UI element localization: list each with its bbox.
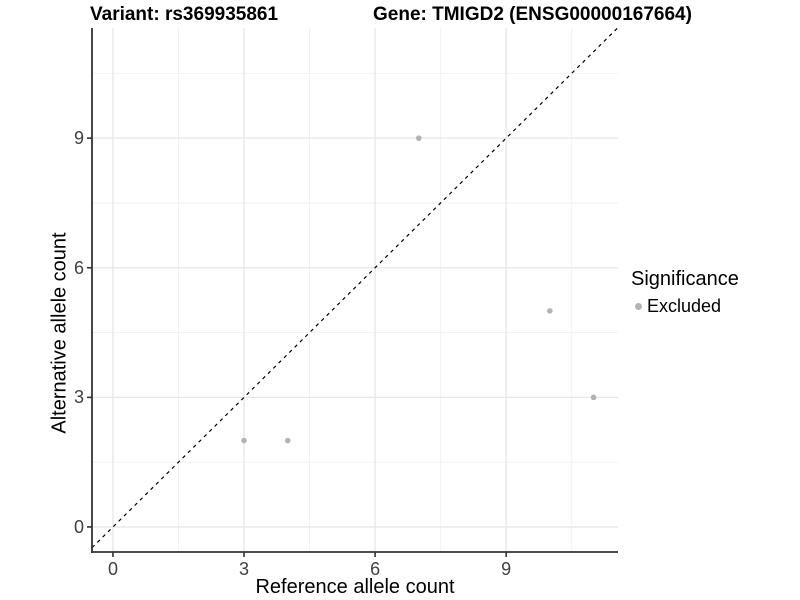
legend-entry-excluded: Excluded — [631, 296, 739, 317]
x-axis-title: Reference allele count — [255, 576, 455, 598]
identity-dashed-line — [91, 27, 618, 549]
x-tick-label: 6 — [370, 559, 381, 579]
x-tick-label: 0 — [107, 559, 118, 579]
x-tick-label: 3 — [239, 559, 250, 579]
y-tick-label: 3 — [73, 387, 84, 408]
y-tick-label: 6 — [73, 257, 84, 278]
y-axis-title: Alternative allele count — [48, 232, 71, 434]
y-tick-label: 0 — [73, 516, 84, 537]
data-point — [241, 437, 247, 444]
y-tick-label: 9 — [73, 128, 84, 149]
plot-title-variant: Variant: rs369935861 — [90, 4, 279, 25]
legend-title: Significance — [631, 268, 739, 290]
data-point — [590, 394, 597, 401]
data-point — [547, 308, 553, 314]
legend-point-icon — [635, 303, 642, 310]
plot-title-gene: Gene: TMIGD2 (ENSG00000167664) — [373, 4, 692, 25]
data-point — [415, 135, 422, 141]
data-point — [284, 437, 291, 444]
legend: Significance Excluded — [631, 268, 739, 317]
x-tick-label: 9 — [501, 559, 512, 579]
legend-label-excluded: Excluded — [647, 296, 722, 316]
